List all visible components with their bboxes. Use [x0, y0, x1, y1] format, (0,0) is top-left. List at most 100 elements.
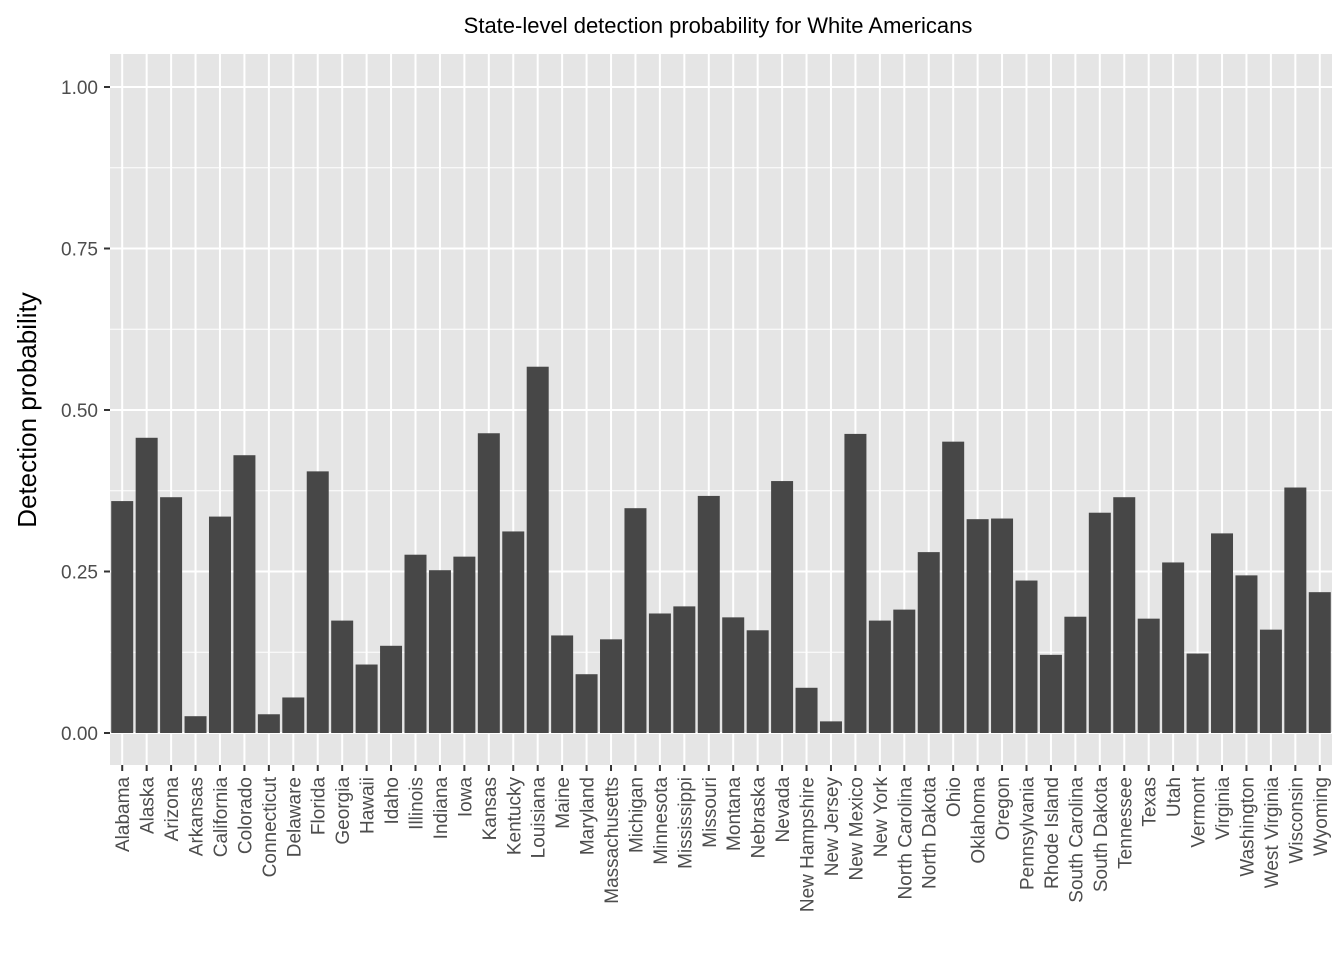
x-tick-label: Maryland: [578, 777, 599, 855]
bar-pennsylvania: [1015, 580, 1038, 733]
bar-vermont: [1186, 653, 1209, 733]
bar-colorado: [233, 455, 256, 733]
x-tick-label: Minnesota: [651, 777, 672, 865]
bar-tennessee: [1113, 497, 1136, 733]
x-tick-label: Pennsylvania: [1018, 777, 1039, 890]
bar-michigan: [624, 508, 647, 733]
y-axis-label: Detection probability: [12, 292, 42, 528]
x-tick-label: Illinois: [407, 777, 428, 830]
x-axis: Alabama Alaska Arizona Arkansas California Co…: [113, 765, 1332, 912]
bar-kentucky: [502, 531, 525, 733]
x-tick-label: Connecticut: [260, 776, 281, 877]
bar-iowa: [453, 556, 476, 733]
bar-florida: [306, 471, 329, 733]
bar-new-york: [868, 620, 891, 733]
x-tick-label: New Jersey: [822, 777, 843, 877]
x-tick-label: Washington: [1237, 777, 1258, 877]
bar-ohio: [942, 441, 965, 733]
chart-title: State-level detection probability for Wh…: [464, 13, 973, 38]
x-tick-label: Tennessee: [1115, 777, 1136, 869]
x-tick-label: Virginia: [1213, 777, 1234, 840]
x-tick-label: Colorado: [235, 777, 256, 854]
y-tick-label: 1.00: [61, 78, 98, 99]
bar-illinois: [404, 554, 427, 733]
bar-texas: [1137, 618, 1160, 733]
x-tick-label: California: [211, 777, 232, 858]
x-tick-label: Michigan: [626, 777, 647, 853]
bar-louisiana: [526, 366, 549, 733]
x-tick-label: South Carolina: [1066, 777, 1087, 903]
bar-rhode-island: [1039, 654, 1062, 733]
x-tick-label: Oklahoma: [969, 777, 990, 864]
bar-wyoming: [1308, 592, 1331, 733]
bar-new-hampshire: [795, 687, 818, 733]
bar-washington: [1235, 575, 1258, 733]
bar-utah: [1162, 562, 1185, 733]
bar-hawaii: [355, 664, 378, 733]
bar-alaska: [135, 437, 158, 733]
bar-south-dakota: [1088, 512, 1111, 733]
bar-connecticut: [257, 714, 280, 733]
bar-north-carolina: [893, 609, 916, 733]
x-tick-label: Utah: [1164, 777, 1185, 817]
x-tick-label: Montana: [724, 777, 745, 851]
bar-nebraska: [746, 630, 769, 733]
bar-arizona: [160, 497, 183, 733]
bar-georgia: [331, 620, 354, 733]
bar-kansas: [477, 433, 500, 733]
bar-delaware: [282, 697, 305, 733]
x-tick-label: Nebraska: [749, 777, 770, 859]
bar-minnesota: [648, 613, 671, 733]
x-tick-label: Wyoming: [1311, 777, 1332, 856]
x-tick-label: Ohio: [944, 777, 965, 817]
x-tick-label: Nevada: [773, 777, 794, 843]
x-tick-label: Arkansas: [187, 777, 208, 856]
x-tick-label: New York: [871, 777, 892, 858]
x-tick-label: Alaska: [138, 777, 159, 834]
bar-oklahoma: [966, 519, 989, 733]
bars: [111, 366, 1331, 733]
bar-montana: [722, 617, 745, 733]
bar-arkansas: [184, 716, 207, 733]
x-tick-label: Arizona: [162, 777, 183, 842]
bar-south-carolina: [1064, 616, 1087, 733]
x-tick-label: Delaware: [284, 777, 305, 857]
x-tick-label: Florida: [309, 777, 330, 836]
x-tick-label: Alabama: [113, 777, 134, 852]
bar-mississippi: [673, 606, 696, 733]
x-tick-label: Hawaii: [358, 777, 379, 834]
bar-indiana: [428, 570, 451, 733]
x-tick-label: Kansas: [480, 777, 501, 840]
x-tick-label: Indiana: [431, 777, 452, 840]
x-tick-label: Maine: [553, 777, 574, 829]
x-tick-label: Mississippi: [675, 777, 696, 869]
y-tick-label: 0.25: [61, 563, 98, 584]
x-tick-label: Vermont: [1189, 776, 1210, 847]
bar-california: [208, 516, 231, 733]
bar-missouri: [697, 495, 720, 733]
bar-wisconsin: [1284, 487, 1307, 733]
x-tick-label: Louisiana: [529, 777, 550, 859]
x-tick-label: New Hampshire: [798, 777, 819, 912]
bar-maryland: [575, 674, 598, 733]
x-tick-label: Rhode Island: [1042, 777, 1063, 889]
x-tick-label: Oregon: [993, 777, 1014, 840]
y-axis: 0.00 0.25 0.50 0.75 1.00: [61, 78, 110, 745]
bar-alabama: [111, 501, 134, 733]
y-tick-label: 0.00: [61, 724, 98, 745]
x-tick-label: North Dakota: [920, 777, 941, 889]
bar-west-virginia: [1259, 629, 1282, 733]
bar-oregon: [991, 518, 1014, 733]
bar-new-jersey: [819, 721, 842, 733]
x-tick-label: Missouri: [700, 777, 721, 848]
x-tick-label: Wisconsin: [1286, 777, 1307, 864]
x-tick-label: Kentucky: [504, 777, 525, 856]
x-tick-label: Idaho: [382, 777, 403, 825]
bar-massachusetts: [600, 639, 623, 733]
bar-nevada: [771, 481, 794, 733]
y-tick-label: 0.50: [61, 401, 98, 422]
x-tick-label: South Dakota: [1091, 777, 1112, 893]
bar-new-mexico: [844, 433, 867, 733]
x-tick-label: New Mexico: [846, 777, 867, 880]
